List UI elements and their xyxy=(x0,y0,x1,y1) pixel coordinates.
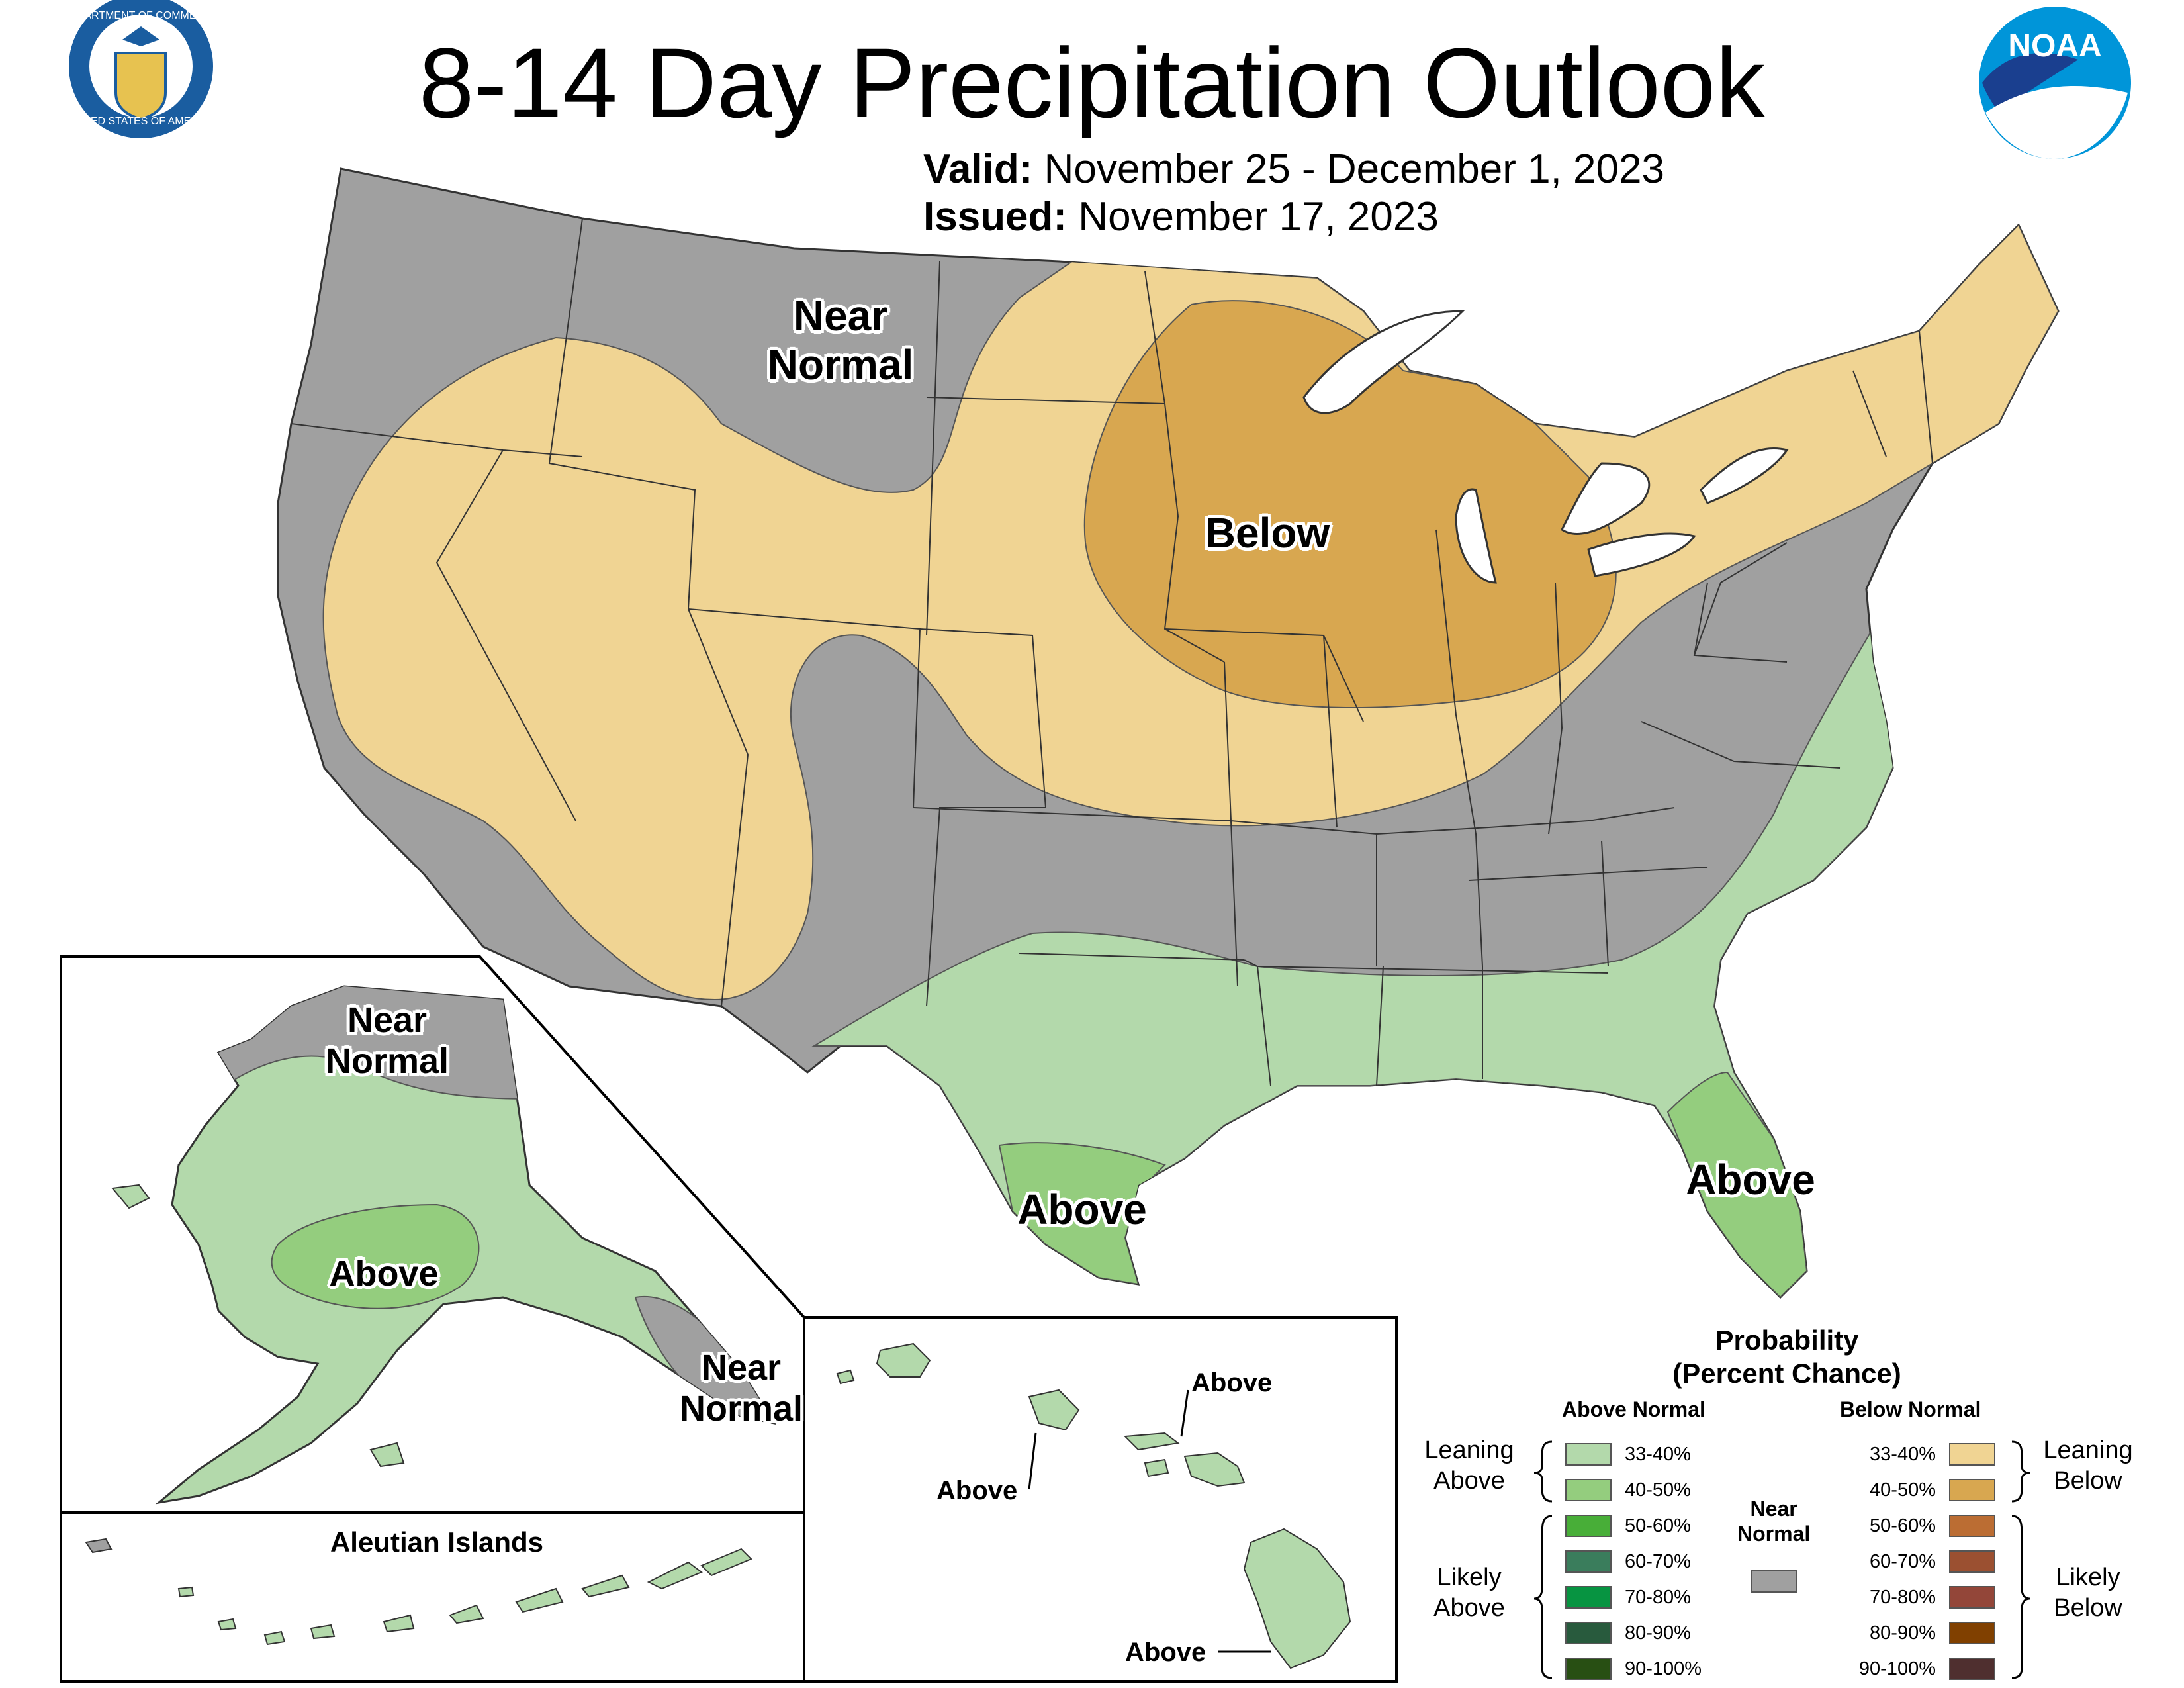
conus-below-region xyxy=(1083,300,1617,708)
legend-above-swatch-4 xyxy=(1565,1550,1612,1573)
commerce-seal-bottom-text: UNITED STATES OF AMERICA xyxy=(66,116,216,127)
legend-above-label-6: 80-90% xyxy=(1625,1622,1691,1644)
legend-above-label-1: 33-40% xyxy=(1625,1444,1691,1465)
valid-value: November 25 - December 1, 2023 xyxy=(1044,146,1664,192)
legend-near-normal-swatch xyxy=(1751,1570,1797,1593)
hawaii-above-label-1: Above xyxy=(1191,1368,1273,1397)
legend-likely-above: Likely Above xyxy=(1416,1562,1522,1623)
aleutian-title: Aleutian Islands xyxy=(330,1526,544,1558)
hawaii-inset-frame xyxy=(803,1316,1398,1683)
legend-above-label-3: 50-60% xyxy=(1625,1515,1691,1536)
alaska-near-normal-southeast-label: Near Normal xyxy=(668,1347,814,1429)
legend-below-swatch-7 xyxy=(1949,1658,1995,1680)
legend-below-label-6: 80-90% xyxy=(1870,1622,1936,1644)
legend-above-header: Above Normal xyxy=(1562,1397,1706,1421)
legend-below-label-1: 33-40% xyxy=(1870,1444,1936,1465)
legend-above-swatch-2 xyxy=(1565,1479,1612,1501)
conus-near-normal-label: Near Normal xyxy=(754,291,927,389)
legend-above-label-7: 90-100% xyxy=(1625,1658,1702,1679)
hawaii-leader-lines xyxy=(1028,1389,1271,1653)
validity-block: Valid: November 25 - December 1, 2023 Is… xyxy=(923,146,1664,241)
legend-above-label-2: 40-50% xyxy=(1625,1479,1691,1501)
legend-below-label-4: 60-70% xyxy=(1870,1551,1936,1572)
alaska-near-normal-north-line2: Normal xyxy=(325,1041,449,1081)
legend-above-label-4: 60-70% xyxy=(1625,1551,1691,1572)
legend-leaning-above-line1: Leaning xyxy=(1424,1436,1514,1464)
legend-likely-above-line2: Above xyxy=(1433,1594,1505,1622)
alaska-islands xyxy=(111,1184,405,1468)
legend-likely-below: Likely Below xyxy=(2035,1562,2141,1623)
issued-label: Issued: xyxy=(923,194,1068,240)
hawaii-above-label-2: Above xyxy=(936,1476,1018,1505)
conus-near-normal-line1: Near xyxy=(793,292,888,340)
legend-likely-above-line1: Likely xyxy=(1437,1564,1502,1591)
legend-below-swatch-1 xyxy=(1949,1443,1995,1466)
hawaii-above-label-3: Above xyxy=(1125,1638,1206,1667)
legend-near-normal-label: Near Normal xyxy=(1737,1496,1810,1546)
legend-above-label-5: 70-80% xyxy=(1625,1587,1691,1608)
conus-map xyxy=(277,167,2060,1299)
legend-leaning-below: Leaning Below xyxy=(2035,1435,2141,1496)
alaska-near-normal-north-label: Near Normal xyxy=(304,1000,470,1082)
legend-below-label-3: 50-60% xyxy=(1870,1515,1936,1536)
page-title: 8-14 Day Precipitation Outlook xyxy=(418,27,1766,138)
valid-label: Valid: xyxy=(923,146,1033,192)
legend-leaning-above-line2: Above xyxy=(1433,1467,1505,1495)
alaska-above-label: Above xyxy=(329,1254,439,1293)
noaa-logo: NOAA xyxy=(1979,7,2131,159)
alaska-near-normal-se-line1: Near xyxy=(701,1348,782,1387)
legend-below-swatch-2 xyxy=(1949,1479,1995,1501)
legend-likely-below-line2: Below xyxy=(2054,1594,2122,1622)
legend-below-header: Below Normal xyxy=(1840,1397,1981,1421)
legend-above-swatch-3 xyxy=(1565,1515,1612,1537)
legend-leaning-above: Leaning Above xyxy=(1416,1435,1522,1496)
conus-near-normal-line2: Normal xyxy=(767,341,914,389)
legend-near-normal-line1: Near xyxy=(1750,1497,1797,1521)
alaska-near-normal-se-line2: Normal xyxy=(679,1389,803,1429)
valid-line: Valid: November 25 - December 1, 2023 xyxy=(923,146,1664,193)
legend-title-line2: (Percent Chance) xyxy=(1672,1358,1901,1389)
legend-below-label-5: 70-80% xyxy=(1870,1587,1936,1608)
legend-title: Probability (Percent Chance) xyxy=(1608,1324,1966,1390)
conus-below-label: Below xyxy=(1205,509,1330,557)
issued-value: November 17, 2023 xyxy=(1078,194,1439,240)
alaska-above-region xyxy=(271,1203,480,1309)
legend-below-label-7: 90-100% xyxy=(1858,1658,1936,1679)
florida-above-label: Above xyxy=(1686,1156,1815,1203)
legend-above-swatch-7 xyxy=(1565,1658,1612,1680)
legend-leaning-below-line1: Leaning xyxy=(2043,1436,2133,1464)
alaska-near-normal-north-line1: Near xyxy=(347,1000,428,1040)
legend-below-label-2: 40-50% xyxy=(1870,1479,1936,1501)
state-borders xyxy=(291,218,1933,1086)
legend-below-swatch-3 xyxy=(1949,1515,1995,1537)
texas-above-label: Above xyxy=(1017,1186,1147,1233)
issued-line: Issued: November 17, 2023 xyxy=(923,193,1664,241)
legend-below-swatch-6 xyxy=(1949,1622,1995,1644)
hawaii-islands xyxy=(836,1342,1351,1669)
commerce-seal: DEPARTMENT OF COMMERCE UNITED STATES OF … xyxy=(64,0,219,142)
legend-above-swatch-5 xyxy=(1565,1586,1612,1609)
commerce-seal-top-text: DEPARTMENT OF COMMERCE xyxy=(64,10,219,21)
legend-below-swatch-4 xyxy=(1949,1550,1995,1573)
aleutian-islands xyxy=(85,1538,752,1646)
legend-likely-below-line1: Likely xyxy=(2056,1564,2120,1591)
legend-above-swatch-6 xyxy=(1565,1622,1612,1644)
florida-above-region xyxy=(1666,1071,1808,1297)
legend-below-swatch-5 xyxy=(1949,1586,1995,1609)
legend-above-swatch-1 xyxy=(1565,1443,1612,1466)
legend-title-line1: Probability xyxy=(1715,1325,1859,1356)
legend-leaning-below-line2: Below xyxy=(2054,1467,2122,1495)
legend-near-normal-line2: Normal xyxy=(1737,1522,1811,1546)
great-lakes xyxy=(1302,310,1789,584)
noaa-logo-text: NOAA xyxy=(2008,28,2101,64)
